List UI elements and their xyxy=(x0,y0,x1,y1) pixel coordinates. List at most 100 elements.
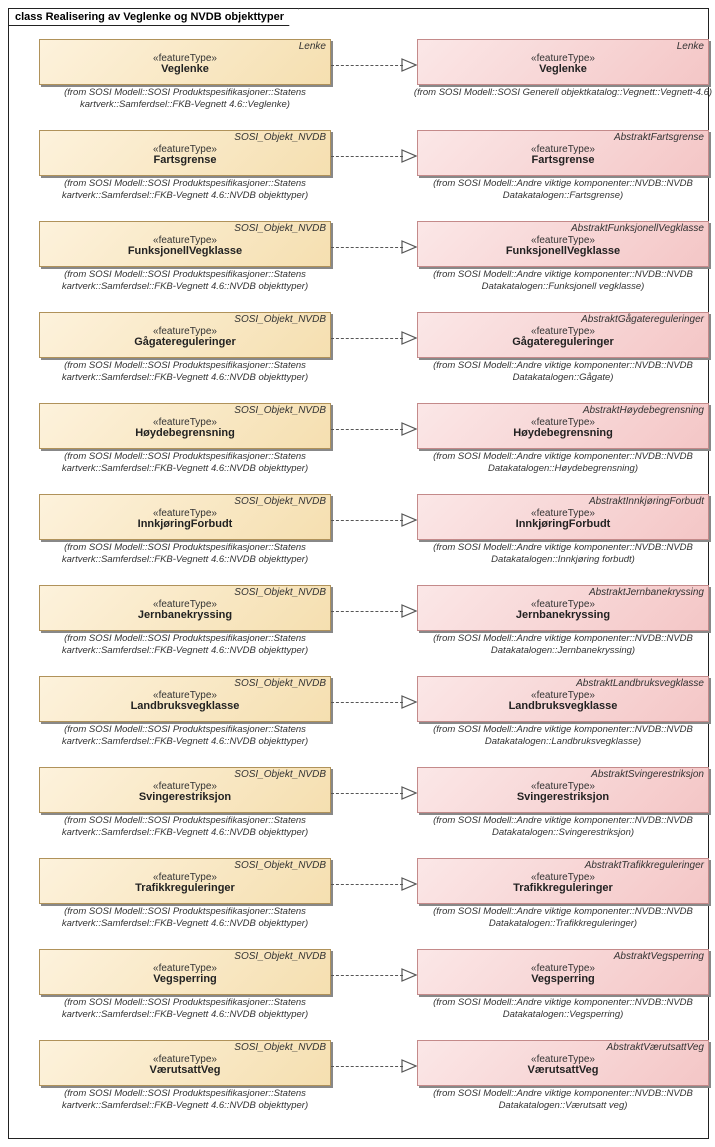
box-from-label: (from SOSI Modell::Andre viktige kompone… xyxy=(413,451,713,475)
box-class-name: Fartsgrense xyxy=(418,154,708,166)
box-from-label: (from SOSI Modell::SOSI Produktspesifika… xyxy=(35,451,335,475)
diagram-content: Lenke«featureType»Veglenke(from SOSI Mod… xyxy=(9,31,708,1138)
box-from-label: (from SOSI Modell::Andre viktige kompone… xyxy=(413,906,713,930)
class-box-left: SOSI_Objekt_NVDB«featureType»Jernbanekry… xyxy=(39,585,331,631)
class-box-left: SOSI_Objekt_NVDB«featureType»Høydebegren… xyxy=(39,403,331,449)
box-from-label: (from SOSI Modell::SOSI Produktspesifika… xyxy=(35,360,335,384)
box-from-label: (from SOSI Modell::SOSI Produktspesifika… xyxy=(35,542,335,566)
box-from-label: (from SOSI Modell::Andre viktige kompone… xyxy=(413,997,713,1021)
box-class-name: Jernbanekryssing xyxy=(418,609,708,621)
class-box-left: SOSI_Objekt_NVDB«featureType»InnkjøringF… xyxy=(39,494,331,540)
diagram-row: SOSI_Objekt_NVDB«featureType»Gågateregul… xyxy=(9,312,708,402)
box-corner-label: Lenke xyxy=(677,41,704,52)
box-corner-label: AbstraktVegsperring xyxy=(614,951,704,962)
diagram-row: SOSI_Objekt_NVDB«featureType»Trafikkregu… xyxy=(9,858,708,948)
box-stereotype: «featureType» xyxy=(418,40,708,64)
box-corner-label: AbstraktTrafikkreguleringer xyxy=(585,860,704,871)
box-corner-label: Lenke xyxy=(299,41,326,52)
connector-line xyxy=(331,156,403,157)
connector-line xyxy=(331,338,403,339)
box-from-label: (from SOSI Modell::SOSI Produktspesifika… xyxy=(35,178,335,202)
realization-connector xyxy=(331,1061,417,1063)
box-corner-label: AbstraktJernbanekryssing xyxy=(589,587,704,598)
box-corner-label: SOSI_Objekt_NVDB xyxy=(234,587,326,598)
class-box-left: SOSI_Objekt_NVDB«featureType»Fartsgrense xyxy=(39,130,331,176)
class-diagram-frame: class Realisering av Veglenke og NVDB ob… xyxy=(8,8,709,1139)
connector-line xyxy=(331,884,403,885)
box-from-label: (from SOSI Modell::SOSI Produktspesifika… xyxy=(35,87,335,111)
realization-connector xyxy=(331,242,417,244)
diagram-row: SOSI_Objekt_NVDB«featureType»Høydebegren… xyxy=(9,403,708,493)
box-class-name: Svingerestriksjon xyxy=(40,791,330,803)
box-from-label: (from SOSI Modell::SOSI Produktspesifika… xyxy=(35,633,335,657)
box-corner-label: SOSI_Objekt_NVDB xyxy=(234,1042,326,1053)
box-class-name: VærutsattVeg xyxy=(418,1064,708,1076)
class-box-left: Lenke«featureType»Veglenke xyxy=(39,39,331,85)
class-box-left: SOSI_Objekt_NVDB«featureType»Vegsperring xyxy=(39,949,331,995)
box-class-name: InnkjøringForbudt xyxy=(40,518,330,530)
frame-title: Realisering av Veglenke og NVDB objektty… xyxy=(46,11,284,23)
diagram-row: SOSI_Objekt_NVDB«featureType»Svingerestr… xyxy=(9,767,708,857)
box-corner-label: AbstraktLandbruksvegklasse xyxy=(576,678,704,689)
realization-connector xyxy=(331,333,417,335)
class-box-left: SOSI_Objekt_NVDB«featureType»Svingerestr… xyxy=(39,767,331,813)
class-box-left: SOSI_Objekt_NVDB«featureType»Funksjonell… xyxy=(39,221,331,267)
box-class-name: Jernbanekryssing xyxy=(40,609,330,621)
box-stereotype: «featureType» xyxy=(40,40,330,64)
realization-connector xyxy=(331,151,417,153)
diagram-row: Lenke«featureType»Veglenke(from SOSI Mod… xyxy=(9,39,708,129)
box-class-name: Vegsperring xyxy=(40,973,330,985)
box-class-name: InnkjøringForbudt xyxy=(418,518,708,530)
diagram-row: SOSI_Objekt_NVDB«featureType»Landbruksve… xyxy=(9,676,708,766)
box-class-name: Landbruksvegklasse xyxy=(418,700,708,712)
class-box-right: AbstraktSvingerestriksjon«featureType»Sv… xyxy=(417,767,709,813)
connector-line xyxy=(331,1066,403,1067)
class-box-right: AbstraktHøydebegrensning«featureType»Høy… xyxy=(417,403,709,449)
realization-connector xyxy=(331,60,417,62)
box-corner-label: SOSI_Objekt_NVDB xyxy=(234,314,326,325)
class-box-left: SOSI_Objekt_NVDB«featureType»Trafikkregu… xyxy=(39,858,331,904)
connector-line xyxy=(331,247,403,248)
connector-line xyxy=(331,520,403,521)
box-corner-label: AbstraktHøydebegrensning xyxy=(583,405,704,416)
box-corner-label: SOSI_Objekt_NVDB xyxy=(234,769,326,780)
box-from-label: (from SOSI Modell::Andre viktige kompone… xyxy=(413,360,713,384)
box-class-name: FunksjonellVegklasse xyxy=(40,245,330,257)
diagram-row: SOSI_Objekt_NVDB«featureType»InnkjøringF… xyxy=(9,494,708,584)
class-box-right: Lenke«featureType»Veglenke xyxy=(417,39,709,85)
class-box-right: AbstraktGågatereguleringer«featureType»G… xyxy=(417,312,709,358)
box-from-label: (from SOSI Modell::SOSI Produktspesifika… xyxy=(35,815,335,839)
frame-keyword: class xyxy=(15,11,43,23)
box-class-name: Gågatereguleringer xyxy=(40,336,330,348)
box-class-name: Høydebegrensning xyxy=(40,427,330,439)
box-from-label: (from SOSI Modell::SOSI Produktspesifika… xyxy=(35,724,335,748)
box-class-name: Vegsperring xyxy=(418,973,708,985)
box-from-label: (from SOSI Modell::Andre viktige kompone… xyxy=(413,542,713,566)
class-box-right: AbstraktVegsperring«featureType»Vegsperr… xyxy=(417,949,709,995)
box-corner-label: SOSI_Objekt_NVDB xyxy=(234,132,326,143)
realization-connector xyxy=(331,697,417,699)
box-corner-label: AbstraktFunksjonellVegklasse xyxy=(571,223,704,234)
box-from-label: (from SOSI Modell::SOSI Produktspesifika… xyxy=(35,906,335,930)
box-class-name: Gågatereguleringer xyxy=(418,336,708,348)
class-box-right: AbstraktVærutsattVeg«featureType»Værutsa… xyxy=(417,1040,709,1086)
box-from-label: (from SOSI Modell::SOSI Produktspesifika… xyxy=(35,997,335,1021)
box-from-label: (from SOSI Modell::Andre viktige kompone… xyxy=(413,178,713,202)
connector-line xyxy=(331,702,403,703)
box-corner-label: AbstraktSvingerestriksjon xyxy=(591,769,704,780)
box-corner-label: AbstraktGågatereguleringer xyxy=(581,314,704,325)
connector-line xyxy=(331,793,403,794)
class-box-right: AbstraktFunksjonellVegklasse«featureType… xyxy=(417,221,709,267)
box-corner-label: SOSI_Objekt_NVDB xyxy=(234,678,326,689)
connector-line xyxy=(331,429,403,430)
connector-line xyxy=(331,65,403,66)
box-corner-label: SOSI_Objekt_NVDB xyxy=(234,223,326,234)
realization-connector xyxy=(331,515,417,517)
box-corner-label: AbstraktInnkjøringForbudt xyxy=(589,496,704,507)
class-box-left: SOSI_Objekt_NVDB«featureType»Gågateregul… xyxy=(39,312,331,358)
box-corner-label: AbstraktVærutsattVeg xyxy=(607,1042,704,1053)
frame-title-tab: class Realisering av Veglenke og NVDB ob… xyxy=(8,8,299,26)
box-class-name: Veglenke xyxy=(418,63,708,75)
class-box-right: AbstraktLandbruksvegklasse«featureType»L… xyxy=(417,676,709,722)
box-from-label: (from SOSI Modell::SOSI Produktspesifika… xyxy=(35,1088,335,1112)
